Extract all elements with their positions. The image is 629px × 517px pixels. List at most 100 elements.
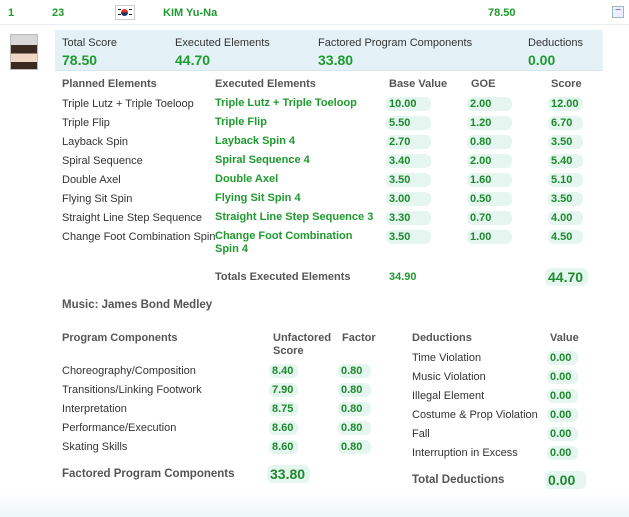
base-value: 3.00 xyxy=(386,192,431,206)
avatar xyxy=(10,34,38,70)
base-value: 3.50 xyxy=(386,230,431,244)
deduction-value: 0.00 xyxy=(547,427,578,441)
start-number: 23 xyxy=(52,7,65,19)
component-name: Choreography/Composition xyxy=(62,365,196,377)
planned-element: Straight Line Step Sequence xyxy=(62,212,203,224)
deduction-value: 0.00 xyxy=(547,351,578,365)
executed-element[interactable]: Double Axel xyxy=(215,173,279,185)
col-planned-elements: Planned Elements xyxy=(62,78,157,90)
component-factor: 0.80 xyxy=(338,440,371,454)
goe-value: 1.20 xyxy=(467,116,512,130)
element-score: 3.50 xyxy=(548,192,583,206)
element-score: 12.00 xyxy=(548,97,583,111)
planned-element: Change Foot Combination Spin xyxy=(62,231,216,243)
goe-value: 0.70 xyxy=(467,211,512,225)
base-value: 10.00 xyxy=(386,97,431,111)
deduction-name: Interruption in Excess xyxy=(412,447,518,459)
summary-panel xyxy=(55,30,603,71)
executed-element[interactable]: Triple Lutz + Triple Toeloop xyxy=(215,97,357,109)
summary-label-components: Factored Program Components xyxy=(318,37,473,49)
goe-value: 1.60 xyxy=(467,173,512,187)
element-score: 4.50 xyxy=(548,230,583,244)
executed-element[interactable]: Change Foot Combination xyxy=(215,230,353,242)
bottom-fade xyxy=(0,492,629,517)
base-value: 2.70 xyxy=(386,135,431,149)
planned-element: Spiral Sequence xyxy=(62,155,143,167)
component-factor: 0.80 xyxy=(338,402,371,416)
music-title: Music: James Bond Medley xyxy=(62,299,213,311)
component-score: 8.60 xyxy=(269,421,298,435)
collapse-icon[interactable]: − xyxy=(612,6,624,18)
component-score: 8.60 xyxy=(269,440,298,454)
components-total: 33.80 xyxy=(267,465,310,483)
goe-value: 1.00 xyxy=(467,230,512,244)
component-score: 7.90 xyxy=(269,383,298,397)
executed-element[interactable]: Layback Spin 4 xyxy=(215,135,296,147)
element-score: 6.70 xyxy=(548,116,583,130)
deduction-value: 0.00 xyxy=(547,408,578,422)
executed-element[interactable]: Flying Sit Spin 4 xyxy=(215,192,301,204)
skater-header-row[interactable] xyxy=(0,0,629,25)
executed-element[interactable]: Straight Line Step Sequence 3 xyxy=(215,211,374,223)
deductions-value-header: Value xyxy=(550,332,579,344)
factor-header: Factor xyxy=(342,332,376,344)
deduction-name: Costume & Prop Violation xyxy=(412,409,538,421)
base-value: 3.30 xyxy=(386,211,431,225)
element-score: 3.50 xyxy=(548,135,583,149)
executed-element[interactable]: Spiral Sequence 4 xyxy=(215,154,310,166)
executed-element-continued: Spin 4 xyxy=(215,243,249,255)
components-header: Program Components xyxy=(62,332,178,344)
unfactored-header: Unfactored xyxy=(273,332,332,344)
planned-element: Layback Spin xyxy=(62,136,129,148)
summary-value-executed: 44.70 xyxy=(175,52,211,68)
planned-element: Triple Flip xyxy=(62,117,110,129)
goe-value: 0.50 xyxy=(467,192,512,206)
element-score: 5.40 xyxy=(548,154,583,168)
header-total-score: 78.50 xyxy=(488,7,516,19)
element-score: 4.00 xyxy=(548,211,583,225)
col-goe: GOE xyxy=(471,78,496,90)
summary-value-deductions: 0.00 xyxy=(528,52,556,68)
summary-label-executed: Executed Elements xyxy=(175,37,270,49)
skater-name[interactable]: KIM Yu-Na xyxy=(163,7,218,19)
base-value: 3.50 xyxy=(386,173,431,187)
col-executed-elements: Executed Elements xyxy=(215,78,316,90)
component-score: 8.40 xyxy=(269,364,298,378)
goe-value: 2.00 xyxy=(467,154,512,168)
rank: 1 xyxy=(8,7,15,19)
deduction-value: 0.00 xyxy=(547,370,578,384)
col-score: Score xyxy=(551,78,582,90)
planned-element: Double Axel xyxy=(62,174,121,186)
deduction-name: Fall xyxy=(412,428,430,440)
summary-value-components: 33.80 xyxy=(318,52,354,68)
unfactored-header-score: Score xyxy=(273,345,304,357)
component-score: 8.75 xyxy=(269,402,298,416)
deductions-header: Deductions xyxy=(412,332,472,344)
base-value: 5.50 xyxy=(386,116,431,130)
totals-score: 44.70 xyxy=(545,268,588,286)
totals-base: 34.90 xyxy=(389,271,417,283)
components-total-label: Factored Program Components xyxy=(62,468,235,480)
component-factor: 0.80 xyxy=(338,364,371,378)
component-name: Interpretation xyxy=(62,403,127,415)
base-value: 3.40 xyxy=(386,154,431,168)
goe-value: 2.00 xyxy=(467,97,512,111)
planned-element: Triple Lutz + Triple Toeloop xyxy=(62,98,194,110)
component-factor: 0.80 xyxy=(338,421,371,435)
deduction-name: Illegal Element xyxy=(412,390,485,402)
component-name: Transitions/Linking Footwork xyxy=(62,384,202,396)
deduction-name: Time Violation xyxy=(412,352,482,364)
deduction-value: 0.00 xyxy=(547,389,578,403)
component-name: Skating Skills xyxy=(62,441,128,453)
component-factor: 0.80 xyxy=(338,383,371,397)
deductions-total: 0.00 xyxy=(545,471,586,489)
executed-element[interactable]: Triple Flip xyxy=(215,116,267,128)
element-score: 5.10 xyxy=(548,173,583,187)
totals-label: Totals Executed Elements xyxy=(215,271,351,283)
goe-value: 0.80 xyxy=(467,135,512,149)
deduction-name: Music Violation xyxy=(412,371,486,383)
summary-value-total: 78.50 xyxy=(62,52,98,68)
korea-flag-icon xyxy=(115,5,135,20)
summary-label-deductions: Deductions xyxy=(528,37,584,49)
summary-label-total: Total Score xyxy=(62,37,118,49)
